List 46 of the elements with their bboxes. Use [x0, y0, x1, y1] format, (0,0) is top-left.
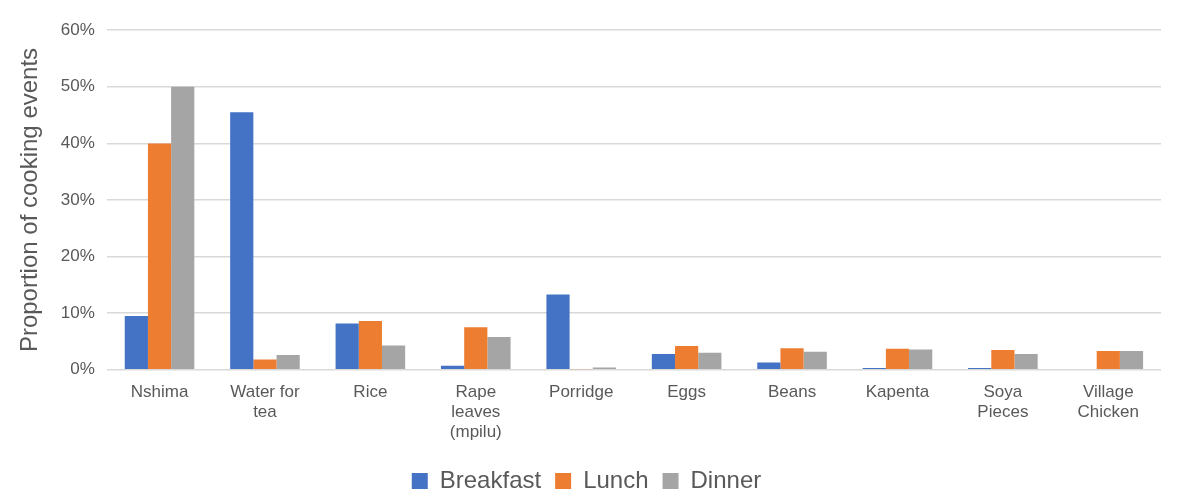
x-tick-label: Porridge — [549, 381, 614, 401]
legend-label: Dinner — [690, 465, 762, 493]
bar — [698, 352, 722, 370]
bar — [1096, 351, 1120, 370]
bar — [780, 348, 804, 370]
bar — [276, 355, 300, 370]
bar — [757, 362, 781, 370]
x-tick-label: Rice — [353, 381, 388, 401]
bar — [675, 346, 699, 370]
bar — [124, 316, 148, 370]
y-tick-label: 60% — [60, 19, 95, 39]
y-tick-label: 0% — [70, 359, 95, 379]
y-tick-label: 10% — [60, 302, 95, 322]
bar — [885, 348, 910, 370]
legend-label: Breakfast — [439, 465, 542, 493]
y-tick-label: 40% — [60, 133, 95, 153]
bar — [171, 86, 195, 370]
bar — [464, 327, 488, 370]
bar — [651, 353, 676, 370]
x-tick-label: Water for tea — [230, 381, 300, 422]
bar — [358, 321, 382, 370]
x-tick-label: Soya Pieces — [977, 381, 1029, 422]
x-tick-label: Kapenta — [865, 381, 930, 401]
legend-label: Lunch — [583, 465, 649, 493]
bar — [381, 345, 406, 370]
y-tick-label: 50% — [60, 76, 95, 96]
x-tick-label: Village Chicken — [1077, 381, 1139, 422]
bar — [147, 143, 172, 370]
y-axis-title: Proportion of cooking events — [15, 47, 43, 353]
bar — [230, 112, 254, 370]
x-tick-label: Rape leaves (mpilu) — [449, 381, 502, 442]
y-tick-label: 20% — [60, 246, 95, 266]
bar — [253, 359, 277, 370]
bar — [335, 323, 359, 370]
bar — [803, 351, 827, 370]
x-tick-label: Eggs — [667, 381, 706, 401]
bar — [487, 336, 511, 370]
bar — [991, 349, 1015, 370]
bar — [909, 349, 933, 370]
bar — [1014, 353, 1038, 370]
bar — [1119, 351, 1144, 370]
bar — [546, 294, 570, 370]
x-tick-label: Nshima — [130, 381, 189, 401]
bar — [441, 365, 465, 370]
x-tick-label: Beans — [767, 381, 817, 401]
y-tick-label: 30% — [60, 189, 95, 209]
